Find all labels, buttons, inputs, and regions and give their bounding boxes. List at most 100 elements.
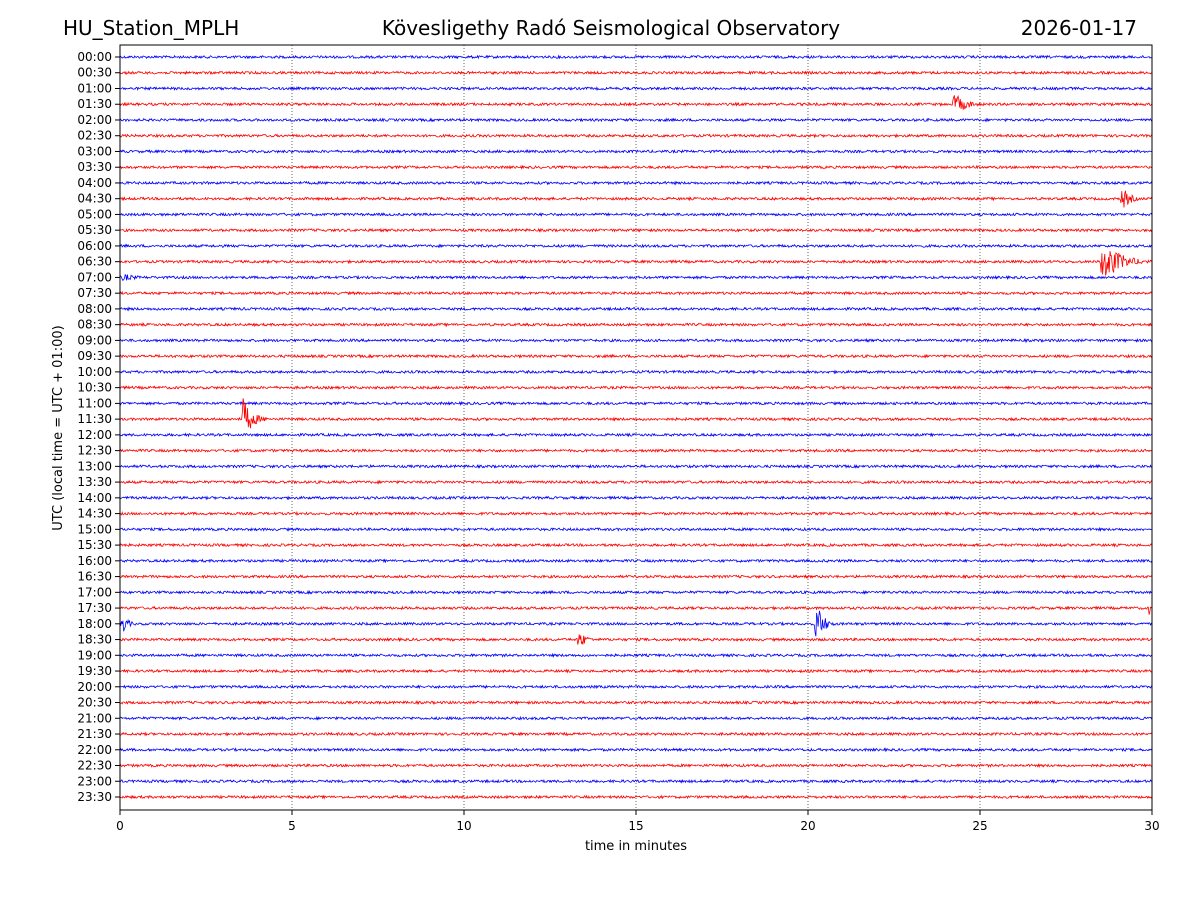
trace-2000: [119, 684, 1153, 690]
trace-0730: [119, 290, 1153, 296]
y-tick-label: 00:30: [77, 66, 112, 80]
x-tick-label: 10: [456, 819, 471, 833]
y-tick-label: 16:00: [77, 554, 112, 568]
y-tick-label: 16:30: [77, 570, 112, 584]
y-tick-label: 10:30: [77, 381, 112, 395]
trace-0300: [119, 148, 1153, 154]
trace-1930: [119, 668, 1153, 674]
trace-1400: [119, 495, 1153, 501]
x-tick-label: 30: [1144, 819, 1159, 833]
y-tick-label: 23:00: [77, 774, 112, 788]
x-tick-label: 5: [288, 819, 296, 833]
y-tick-label: 09:00: [77, 333, 112, 347]
y-tick-label: 14:00: [77, 491, 112, 505]
y-tick-label: 08:30: [77, 318, 112, 332]
trace-1000: [119, 369, 1153, 375]
y-tick-label: 01:00: [77, 81, 112, 95]
y-tick-label: 00:00: [77, 50, 112, 64]
y-tick-label: 06:30: [77, 255, 112, 269]
trace-1700: [119, 589, 1153, 595]
station-name: HU_Station_MPLH: [63, 16, 239, 40]
y-tick-label: 22:30: [77, 759, 112, 773]
trace-1830: [119, 634, 1153, 645]
y-tick-label: 12:00: [77, 428, 112, 442]
trace-1730: [119, 605, 1153, 615]
y-tick-label: 02:30: [77, 129, 112, 143]
y-tick-label: 15:30: [77, 538, 112, 552]
y-tick-label: 07:00: [77, 270, 112, 284]
trace-0130: [119, 95, 1153, 110]
trace-0100: [119, 86, 1153, 92]
y-tick-label: 20:00: [77, 680, 112, 694]
trace-1130: [119, 398, 1153, 429]
trace-0800: [119, 306, 1152, 312]
trace-1430: [119, 510, 1153, 517]
trace-0600: [119, 243, 1153, 249]
y-tick-label: 19:00: [77, 648, 112, 662]
y-tick-label: 23:30: [77, 790, 112, 804]
chart-date: 2026-01-17: [1021, 16, 1137, 40]
y-tick-label: 22:00: [77, 743, 112, 757]
x-tick-label: 25: [972, 819, 987, 833]
y-tick-label: 02:00: [77, 113, 112, 127]
y-tick-label: 10:00: [77, 365, 112, 379]
x-tick-label: 0: [116, 819, 124, 833]
y-tick-label: 11:00: [77, 396, 112, 410]
trace-1300: [119, 463, 1153, 469]
trace-0500: [119, 212, 1153, 217]
y-tick-label: 18:00: [77, 617, 112, 631]
trace-2300: [119, 778, 1153, 784]
trace-0630: [119, 251, 1153, 276]
y-tick-label: 11:30: [77, 412, 112, 426]
trace-2130: [119, 731, 1153, 737]
trace-0230: [119, 133, 1153, 139]
trace-0030: [119, 70, 1153, 76]
y-tick-label: 19:30: [77, 664, 112, 678]
y-tick-label: 07:30: [77, 286, 112, 300]
trace-2200: [119, 747, 1153, 753]
trace-1600: [119, 558, 1153, 564]
trace-0900: [119, 337, 1153, 343]
y-tick-label: 06:00: [77, 239, 112, 253]
trace-2030: [119, 700, 1153, 706]
trace-0530: [119, 227, 1153, 233]
trace-1500: [119, 526, 1153, 532]
trace-1200: [119, 432, 1153, 438]
y-tick-label: 05:00: [77, 207, 112, 221]
trace-2230: [119, 762, 1152, 769]
y-tick-label: 13:00: [77, 459, 112, 473]
trace-0000: [119, 54, 1152, 60]
trace-0930: [119, 353, 1153, 359]
trace-1630: [120, 574, 1153, 580]
y-tick-label: 03:00: [77, 144, 112, 158]
chart-title: Kövesligethy Radó Seismological Observat…: [382, 16, 840, 40]
y-tick-label: 20:30: [77, 696, 112, 710]
x-axis-label: time in minutes: [585, 839, 687, 854]
y-axis-label: UTC (local time = UTC + 01:00): [51, 325, 66, 530]
trace-0200: [119, 117, 1153, 123]
y-tick-label: 15:00: [77, 522, 112, 536]
trace-0430: [119, 190, 1153, 208]
y-tick-label: 03:30: [77, 160, 112, 174]
y-tick-label: 04:30: [77, 192, 112, 206]
trace-0700: [119, 273, 1153, 282]
y-tick-label: 08:00: [77, 302, 112, 316]
trace-1800: [119, 610, 1153, 637]
y-tick-label: 04:00: [77, 176, 112, 190]
trace-2330: [119, 794, 1153, 800]
y-tick-label: 12:30: [77, 444, 112, 458]
trace-1900: [119, 652, 1153, 658]
trace-1330: [119, 479, 1152, 485]
y-tick-label: 05:30: [77, 223, 112, 237]
trace-1530: [119, 542, 1153, 548]
trace-1100: [119, 400, 1153, 406]
y-tick-label: 09:30: [77, 349, 112, 363]
trace-1230: [119, 448, 1153, 454]
trace-1030: [119, 385, 1153, 391]
x-tick-label: 20: [800, 819, 815, 833]
y-tick-label: 21:00: [77, 711, 112, 725]
y-tick-label: 17:00: [77, 585, 112, 599]
y-tick-label: 18:30: [77, 633, 112, 647]
y-tick-label: 21:30: [77, 727, 112, 741]
